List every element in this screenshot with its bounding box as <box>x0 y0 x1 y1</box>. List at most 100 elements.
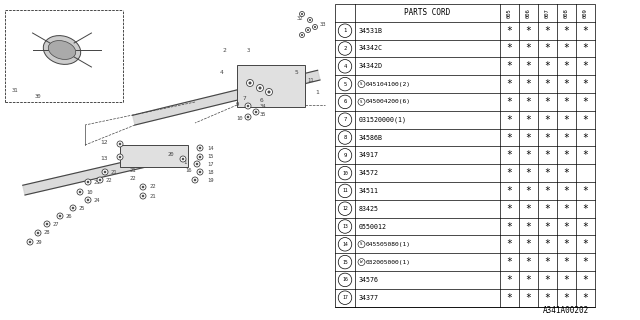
Text: *: * <box>545 257 550 267</box>
Ellipse shape <box>48 41 76 60</box>
Ellipse shape <box>44 36 81 64</box>
Text: 11: 11 <box>342 188 348 193</box>
Text: 14: 14 <box>342 242 348 247</box>
Text: *: * <box>525 204 531 214</box>
Text: 1: 1 <box>315 90 319 94</box>
Circle shape <box>87 199 89 201</box>
Text: *: * <box>507 186 513 196</box>
Text: 34531B: 34531B <box>359 28 383 34</box>
Text: *: * <box>525 293 531 303</box>
Circle shape <box>197 154 203 160</box>
Circle shape <box>192 177 198 183</box>
Text: *: * <box>564 293 570 303</box>
Circle shape <box>247 116 249 118</box>
Text: *: * <box>525 275 531 285</box>
Circle shape <box>259 87 261 89</box>
Circle shape <box>99 179 101 181</box>
Text: 28: 28 <box>44 230 51 236</box>
Text: *: * <box>564 79 570 89</box>
Text: *: * <box>507 61 513 71</box>
Circle shape <box>309 19 311 21</box>
Text: *: * <box>564 239 570 249</box>
Circle shape <box>180 156 186 162</box>
Circle shape <box>59 215 61 217</box>
Text: *: * <box>545 204 550 214</box>
Text: *: * <box>507 79 513 89</box>
Text: *: * <box>507 132 513 142</box>
Text: *: * <box>507 97 513 107</box>
Text: *: * <box>507 239 513 249</box>
Text: 22: 22 <box>130 177 136 181</box>
Text: *: * <box>564 150 570 160</box>
Text: *: * <box>582 79 588 89</box>
Circle shape <box>300 12 305 17</box>
Text: *: * <box>525 79 531 89</box>
Text: *: * <box>564 97 570 107</box>
Text: 13: 13 <box>342 224 348 229</box>
Text: 33: 33 <box>320 21 326 27</box>
Polygon shape <box>23 148 185 195</box>
Text: 22: 22 <box>106 178 113 182</box>
Text: *: * <box>582 275 588 285</box>
Circle shape <box>312 25 317 29</box>
Circle shape <box>257 84 264 92</box>
Text: 17: 17 <box>207 163 214 167</box>
Text: *: * <box>507 293 513 303</box>
Circle shape <box>301 13 303 15</box>
Circle shape <box>199 147 201 149</box>
Text: *: * <box>525 239 531 249</box>
Text: 8: 8 <box>344 135 347 140</box>
Text: 34576: 34576 <box>359 277 379 283</box>
Text: *: * <box>545 44 550 53</box>
Circle shape <box>142 195 144 197</box>
Circle shape <box>102 169 108 175</box>
Text: *: * <box>507 221 513 231</box>
Text: 16: 16 <box>185 167 191 172</box>
Circle shape <box>182 158 184 160</box>
Text: *: * <box>525 61 531 71</box>
Text: 15: 15 <box>342 260 348 265</box>
Circle shape <box>97 177 103 183</box>
Text: 30: 30 <box>35 94 42 100</box>
Text: *: * <box>582 61 588 71</box>
Circle shape <box>142 186 144 188</box>
Text: *: * <box>507 275 513 285</box>
Text: *: * <box>582 26 588 36</box>
Circle shape <box>119 143 121 145</box>
Text: 15: 15 <box>207 155 214 159</box>
Text: S: S <box>360 100 363 104</box>
Text: 12: 12 <box>100 140 108 145</box>
Text: *: * <box>582 257 588 267</box>
Text: *: * <box>525 257 531 267</box>
Text: *: * <box>545 186 550 196</box>
Circle shape <box>199 171 201 173</box>
Text: 2: 2 <box>222 47 226 52</box>
Circle shape <box>140 184 146 190</box>
Text: 6: 6 <box>344 100 347 104</box>
Polygon shape <box>132 70 320 125</box>
Text: *: * <box>525 186 531 196</box>
Text: 22: 22 <box>150 185 157 189</box>
Text: 17: 17 <box>342 295 348 300</box>
Text: 009: 009 <box>583 8 588 18</box>
Text: *: * <box>507 204 513 214</box>
Text: *: * <box>564 186 570 196</box>
Text: 13: 13 <box>100 156 108 161</box>
Text: 9: 9 <box>236 102 239 108</box>
Text: 9: 9 <box>344 153 347 158</box>
Text: *: * <box>582 150 588 160</box>
Text: *: * <box>582 186 588 196</box>
Circle shape <box>27 239 33 245</box>
Circle shape <box>194 179 196 181</box>
Text: 18: 18 <box>207 171 214 175</box>
Text: 24: 24 <box>94 197 100 203</box>
Text: *: * <box>564 168 570 178</box>
Circle shape <box>305 28 310 33</box>
Text: 27: 27 <box>53 221 60 227</box>
Text: *: * <box>564 26 570 36</box>
Text: *: * <box>564 132 570 142</box>
Circle shape <box>72 207 74 209</box>
Text: 5: 5 <box>344 82 347 87</box>
Text: *: * <box>545 275 550 285</box>
Text: *: * <box>582 97 588 107</box>
